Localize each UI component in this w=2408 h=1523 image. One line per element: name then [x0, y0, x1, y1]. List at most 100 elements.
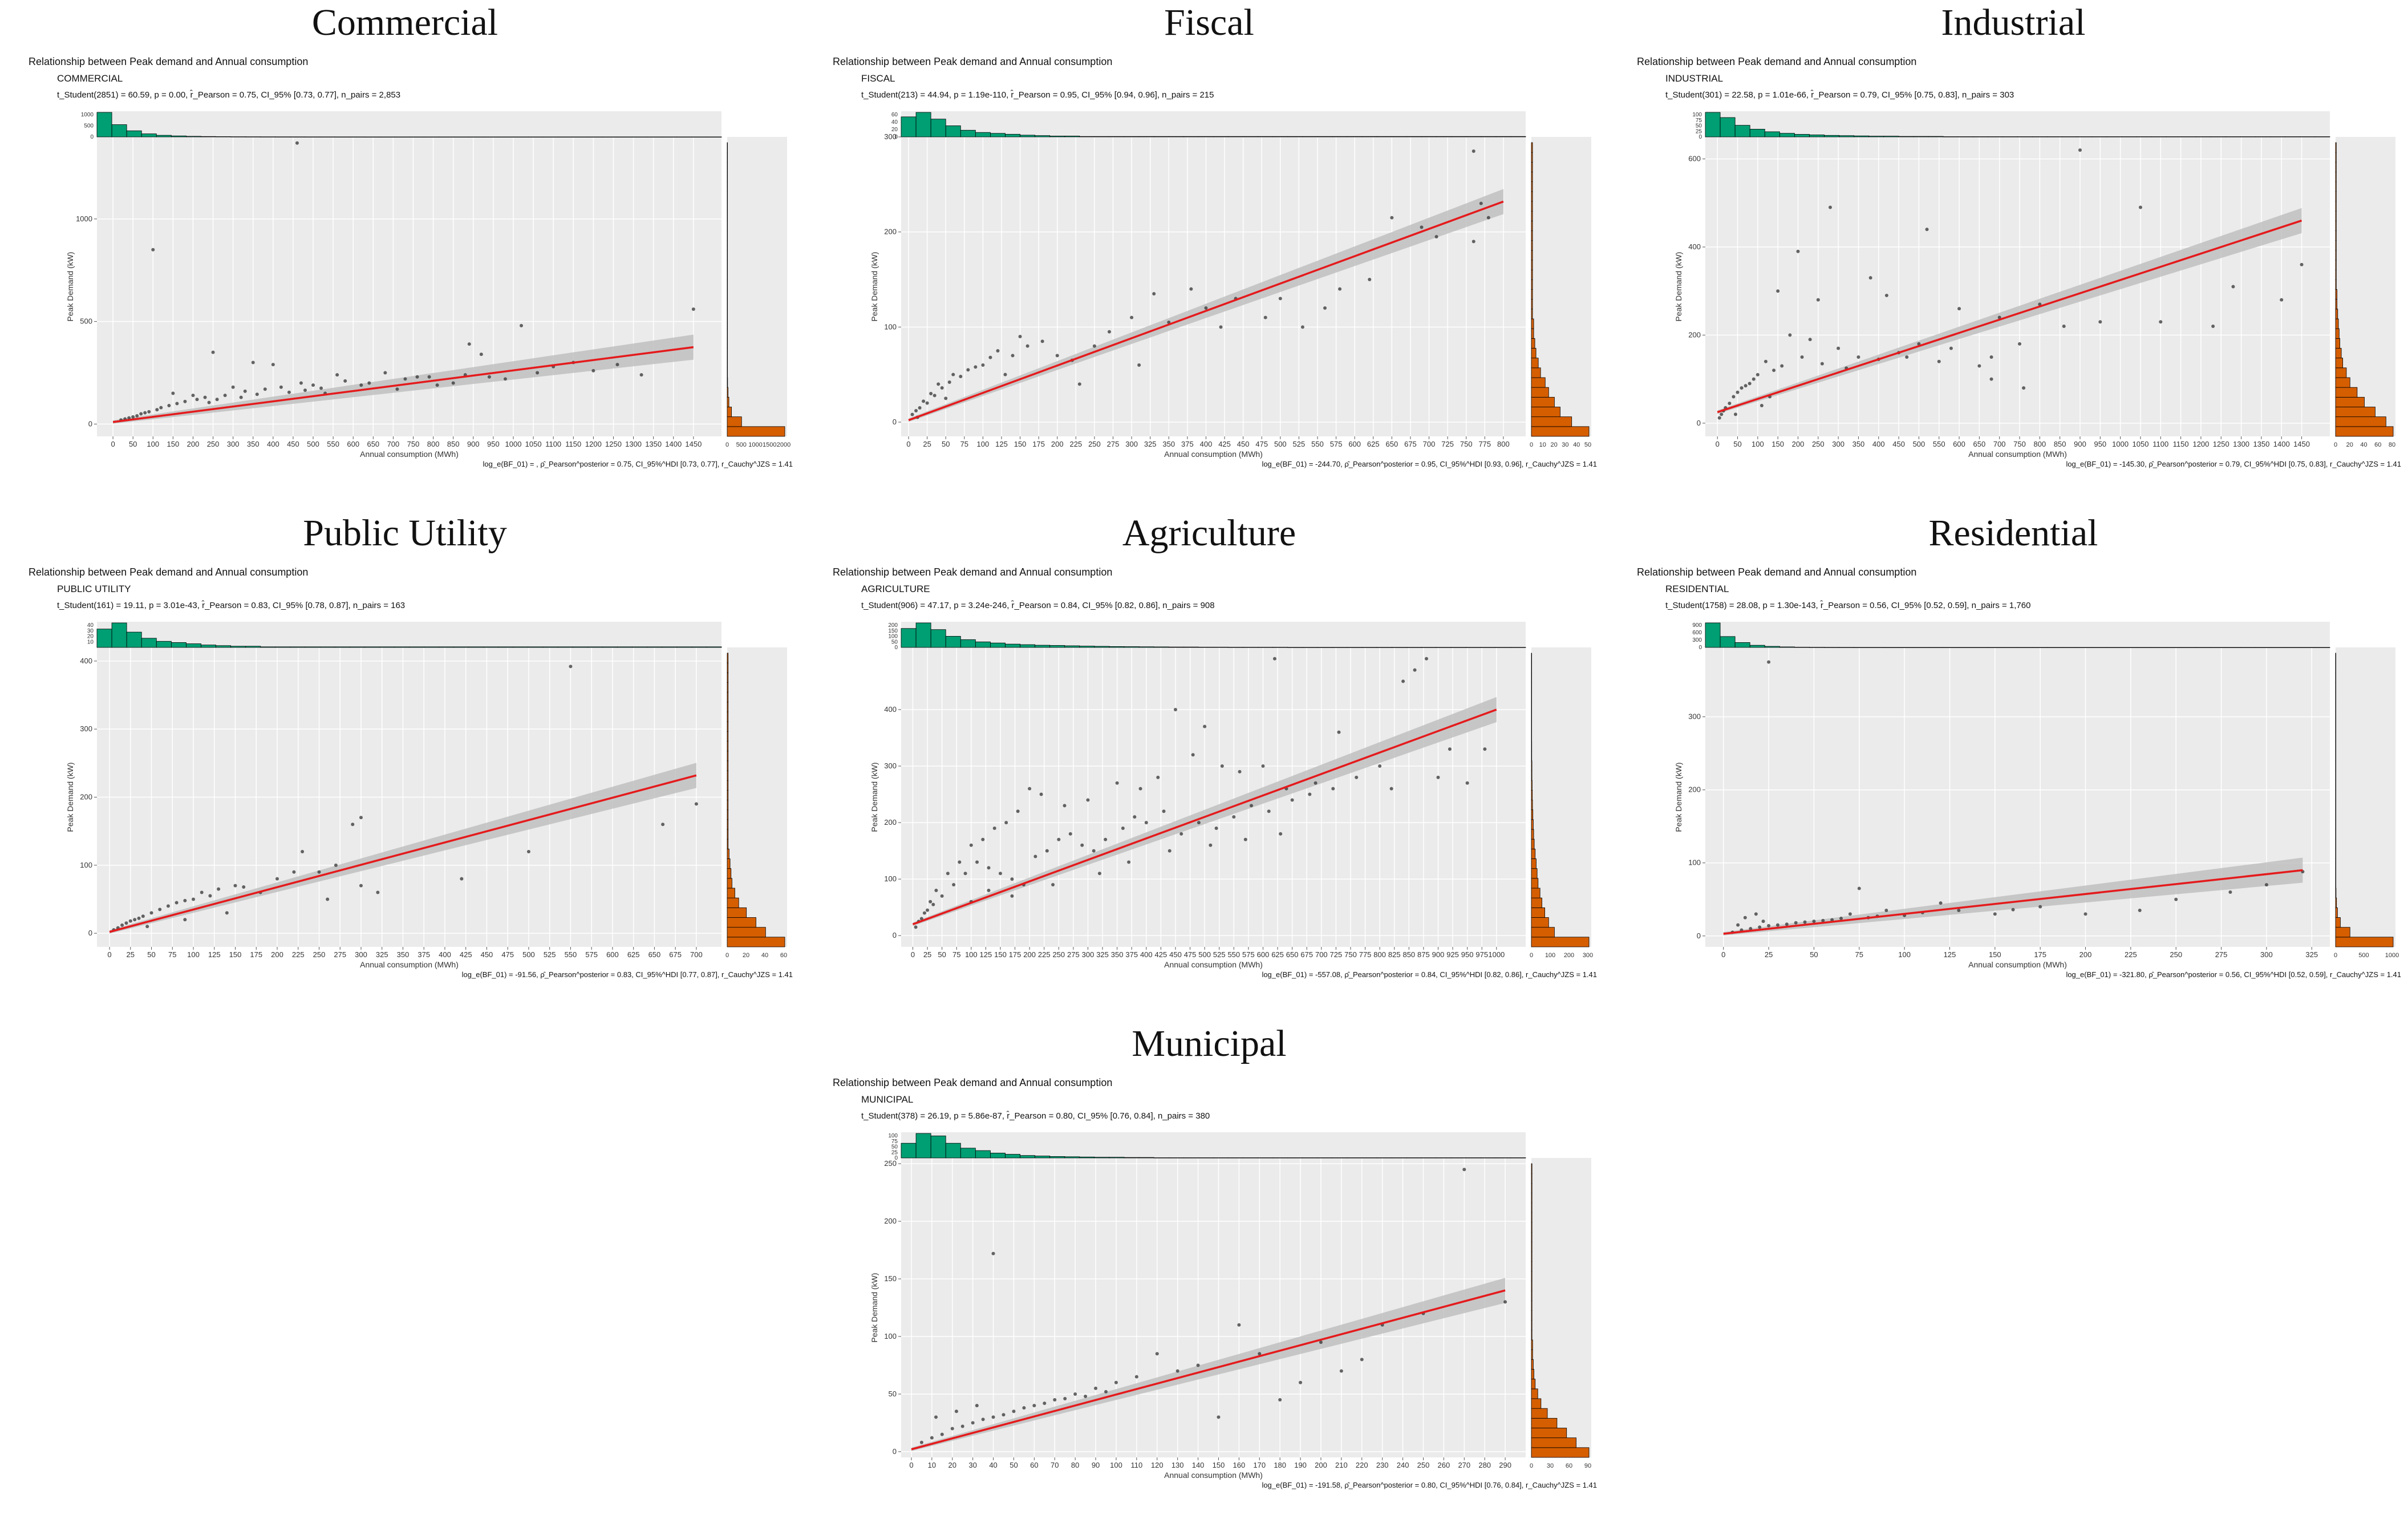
x-tick-label: 525	[1213, 950, 1226, 959]
data-point	[1736, 390, 1740, 394]
top-hist-bar	[1228, 647, 1244, 648]
data-point	[1772, 368, 1776, 372]
data-point	[2098, 320, 2102, 324]
panel-heading: Public Utility	[303, 512, 507, 554]
top-hist-bar	[1005, 643, 1020, 648]
x-tick-label: 150	[167, 440, 180, 448]
data-point	[1776, 289, 1780, 293]
right-hist-bar	[1531, 1182, 1533, 1193]
data-point	[1108, 330, 1111, 334]
data-point	[427, 375, 431, 379]
data-point	[1010, 894, 1014, 898]
top-hist-bar	[156, 135, 172, 137]
top-hist-tick-label: 50	[891, 639, 898, 645]
x-tick-label: 375	[1125, 950, 1138, 959]
top-hist-bar	[960, 1148, 976, 1159]
data-point	[1949, 346, 1953, 350]
data-point	[2231, 285, 2235, 289]
x-tick-label: 475	[1184, 950, 1197, 959]
right-hist-bar	[2335, 387, 2358, 398]
x-tick-label: 325	[1144, 440, 1157, 448]
data-point	[1025, 344, 1029, 348]
top-hist-bar	[1436, 1157, 1452, 1159]
data-point	[1767, 923, 1771, 927]
data-point	[1462, 1168, 1466, 1172]
data-point	[1368, 278, 1372, 281]
right-hist-tick-label: 200	[1564, 952, 1574, 959]
x-tick-label: 150	[229, 950, 242, 959]
data-point	[987, 866, 991, 870]
plot-title: Relationship between Peak demand and Ann…	[1637, 56, 1917, 67]
x-tick-label: 50	[129, 440, 137, 448]
right-hist-bar	[727, 210, 728, 221]
top-hist-bar	[1928, 136, 1944, 137]
right-hist-bar	[1531, 917, 1549, 928]
top-hist-bar	[2195, 647, 2211, 648]
panel-heading: Agriculture	[1122, 512, 1296, 554]
data-point	[141, 914, 145, 918]
data-point	[1272, 657, 1276, 661]
top-hist-bar	[901, 116, 917, 137]
right-hist-bar	[727, 299, 728, 310]
data-point	[1137, 363, 1141, 367]
data-point	[145, 925, 149, 929]
x-tick-label: 350	[1852, 440, 1865, 448]
top-hist-bar	[1287, 647, 1303, 648]
top-hist-tick-label: 900	[1692, 622, 1702, 629]
data-point	[1744, 384, 1748, 388]
x-tick-label: 500	[307, 440, 319, 448]
data-point	[2211, 324, 2215, 328]
data-point	[225, 911, 229, 915]
data-point	[1989, 377, 1993, 381]
data-point	[1220, 764, 1224, 768]
x-tick-label: 350	[397, 950, 410, 959]
x-tick-label: 450	[1237, 440, 1250, 448]
top-hist-tick-label: 60	[891, 112, 898, 118]
data-point	[1043, 1402, 1047, 1405]
data-point	[1837, 346, 1841, 350]
x-tick-label: 210	[1335, 1461, 1348, 1469]
right-hist-bar	[2335, 897, 2337, 908]
data-point	[1754, 912, 1758, 916]
plot-subtitle: FISCAL	[861, 73, 895, 84]
data-point	[1319, 1340, 1323, 1344]
data-point	[359, 816, 363, 820]
right-hist-bar	[1531, 358, 1539, 368]
right-hist-bar	[1531, 829, 1534, 840]
data-point	[963, 872, 967, 876]
x-tick-label: 425	[1155, 950, 1167, 959]
data-point	[1465, 781, 1469, 785]
top-hist-bar	[1943, 647, 1959, 648]
data-point	[1425, 657, 1429, 661]
plot-subtitle: RESIDENTIAL	[1665, 584, 1729, 594]
top-hist-bar	[1839, 135, 1855, 137]
data-point	[2011, 908, 2015, 912]
right-hist-bar	[1531, 809, 1534, 820]
top-hist-bar	[1020, 135, 1036, 137]
top-hist-tick-label: 75	[891, 1139, 898, 1145]
right-hist-bar	[1531, 1408, 1548, 1419]
plot-title: Relationship between Peak demand and Ann…	[833, 566, 1113, 578]
data-point	[922, 399, 926, 403]
data-point	[914, 925, 918, 929]
x-tick-label: 550	[1311, 440, 1324, 448]
y-tick-label: 400	[884, 705, 897, 714]
top-hist-bar	[96, 629, 112, 648]
top-hist-bar	[1302, 1157, 1318, 1159]
x-tick-label: 575	[1330, 440, 1343, 448]
plot-panel	[901, 647, 1526, 947]
data-point	[155, 408, 159, 412]
data-point	[1752, 377, 1756, 381]
data-point	[1156, 775, 1160, 779]
data-point	[1884, 293, 1888, 297]
data-point	[1003, 372, 1007, 376]
top-hist-bar	[1987, 647, 2003, 648]
top-hist-bar	[975, 641, 991, 648]
top-hist-bar	[141, 638, 157, 648]
top-hist-tick-label: 100	[888, 1133, 898, 1139]
data-point	[275, 877, 279, 881]
y-tick-label: 100	[884, 1332, 897, 1340]
data-point	[1993, 912, 1997, 916]
top-hist-bar	[990, 1152, 1006, 1159]
data-point	[133, 918, 137, 922]
